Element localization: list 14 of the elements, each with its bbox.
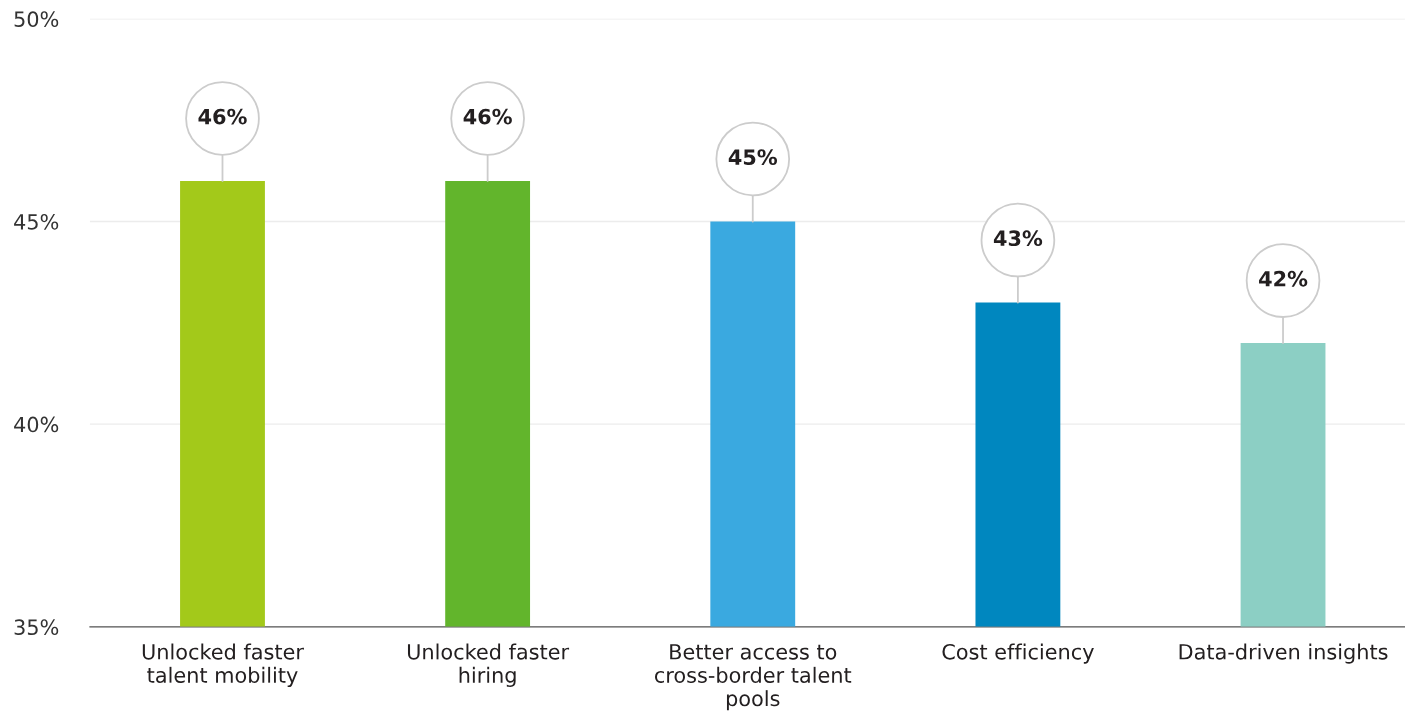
data-label: 46%	[198, 108, 247, 125]
y-tick-label: 40%	[14, 416, 59, 433]
y-tick-label: 50%	[14, 11, 59, 28]
x-tick-label: Unlocked faster talent mobility	[142, 643, 304, 687]
x-tick-label: Unlocked faster hiring	[407, 643, 570, 687]
y-tick-label: 35%	[14, 619, 59, 636]
x-tick-label: Data-driven insights	[1179, 643, 1388, 664]
y-tick-label: 45%	[14, 213, 59, 230]
x-tick-label: Cost efficiency	[942, 643, 1094, 664]
data-label: 46%	[463, 108, 512, 125]
data-label: 43%	[993, 230, 1043, 247]
data-label: 42%	[1259, 270, 1308, 287]
data-label: 45%	[728, 149, 778, 166]
x-tick-label: Better access to cross-border talent pools	[654, 644, 852, 711]
